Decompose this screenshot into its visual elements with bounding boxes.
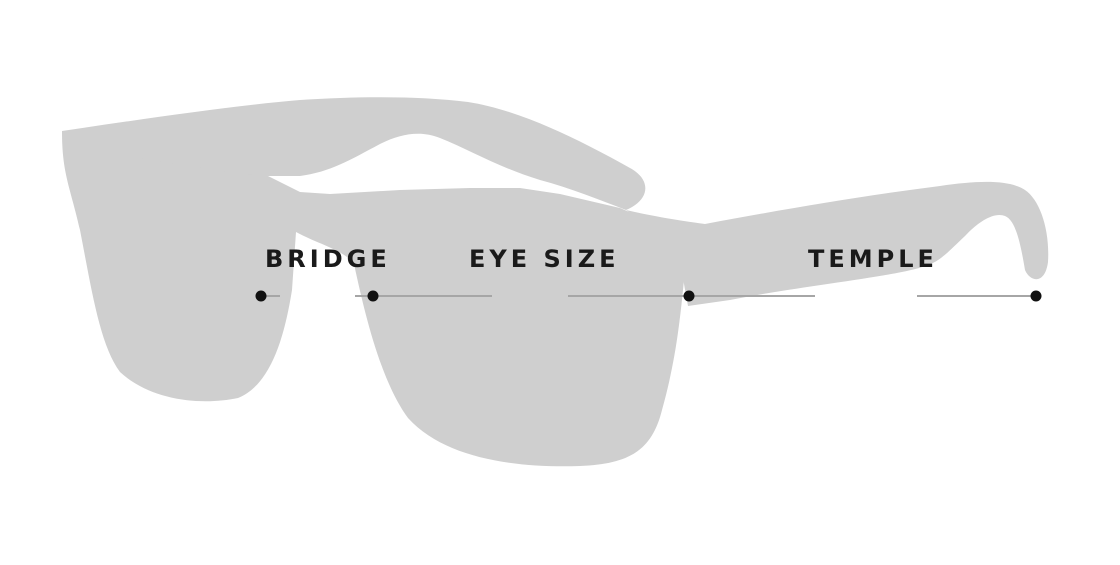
measurement-dots: [255, 290, 1042, 302]
bridge-end-dot-icon: [367, 290, 379, 302]
temple-label: TEMPLE: [808, 245, 938, 273]
temple-arm: [626, 181, 1049, 306]
frame-brow: [62, 97, 646, 210]
eye-size-label: EYE SIZE: [469, 245, 620, 273]
bridge-start-dot-icon: [255, 290, 267, 302]
temple-end-dot-icon: [1030, 290, 1042, 302]
bridge-label: BRIDGE: [265, 245, 391, 273]
eye-size-end-dot-icon: [683, 290, 695, 302]
